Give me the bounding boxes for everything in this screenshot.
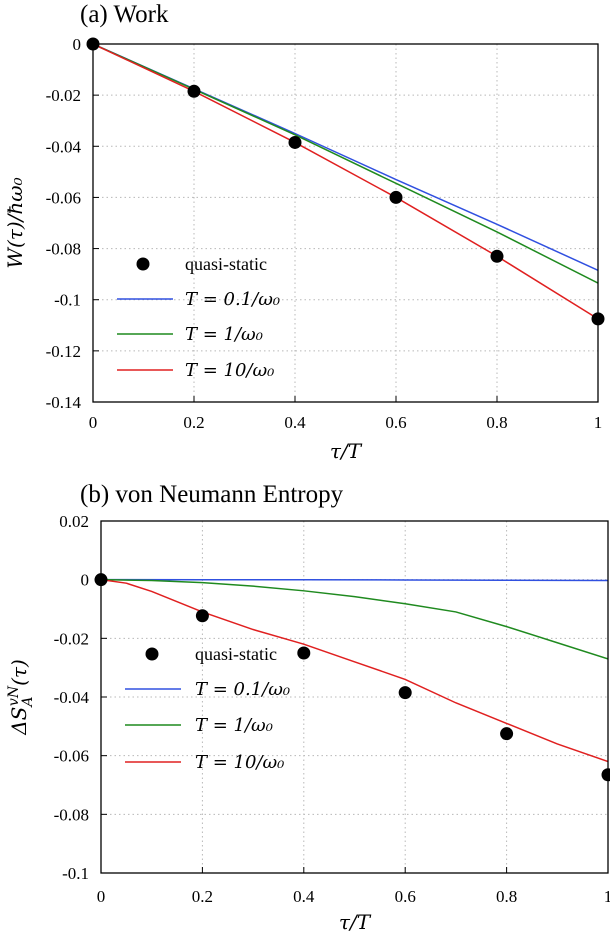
y-tick-label: -0.06 — [54, 747, 89, 766]
y-axis-label: ΔSAvN(τ) — [6, 659, 36, 736]
quasi-static-point — [297, 646, 311, 660]
legend: quasi-static T = 0.1/ω₀ T = 1/ω₀ T = 10/ω₀ — [125, 644, 290, 773]
plot-frame — [100, 520, 609, 874]
chart-panel-b: (b) von Neumann Entropy 0 0.2 0.4 0.6 0.8 1 0.0… — [6, 481, 610, 934]
quasi-static-point — [398, 686, 412, 700]
x-axis-label: τ/T — [339, 910, 372, 934]
legend-label-2: T = 10/ω₀ — [195, 752, 284, 773]
y-tick-label: -0.04 — [46, 137, 82, 156]
quasi-static-point — [500, 727, 514, 741]
quasi-static-point — [389, 190, 403, 204]
y-tick-label: 0 — [81, 571, 90, 590]
x-tick-label: 0.8 — [486, 413, 507, 432]
chart-title: (a) Work — [80, 1, 169, 28]
plot-area — [101, 578, 608, 763]
y-tick-label: 0 — [73, 35, 82, 54]
legend-quasi-static-marker — [145, 647, 159, 661]
x-axis-label: τ/T — [330, 439, 363, 463]
x-tick-label: 0.4 — [293, 887, 315, 906]
x-tick-label: 0 — [97, 887, 106, 906]
x-tick-label: 0.6 — [395, 887, 416, 906]
y-tick-label: -0.04 — [54, 688, 90, 707]
x-tick-label: 0.4 — [284, 413, 306, 432]
legend-quasi-static-marker — [136, 257, 150, 271]
quasi-static-point — [601, 768, 610, 782]
x-tick-label: 1 — [604, 887, 610, 906]
x-tick-label: 0.6 — [385, 413, 406, 432]
series-line-2 — [101, 578, 608, 763]
legend-label-1: T = 1/ω₀ — [195, 715, 273, 736]
legend-label-2: T = 10/ω₀ — [185, 360, 274, 381]
series-line-0 — [101, 578, 608, 582]
legend-quasi-static-label: quasi-static — [195, 644, 277, 664]
quasi-static-point — [288, 135, 302, 149]
chart-title: (b) von Neumann Entropy — [80, 481, 344, 508]
series-line-1 — [93, 44, 598, 284]
plot-area — [93, 44, 598, 320]
y-axis-label: W(τ)/ħω₀ — [3, 177, 27, 268]
legend-quasi-static-label: quasi-static — [185, 254, 267, 274]
chart-panel-a: (a) Work 0 0.2 0.4 0.6 0.8 1 0 -0.02 -0.04 -0.06 -0… — [3, 1, 605, 463]
quasi-static-point — [490, 249, 504, 263]
y-tick-label: -0.08 — [54, 805, 89, 824]
quasi-static-point — [195, 609, 209, 623]
y-tick-label: -0.1 — [54, 291, 81, 310]
y-tick-label: -0.08 — [46, 240, 81, 259]
x-tick-label: 0.2 — [183, 413, 204, 432]
y-tick-label: -0.14 — [46, 393, 82, 412]
legend: quasi-static T = 0.1/ω₀ T = 1/ω₀ T = 10/ω₀ — [117, 254, 280, 381]
quasi-static-point — [187, 84, 201, 98]
x-tick-label: 0 — [89, 413, 98, 432]
x-tick-label: 0.2 — [192, 887, 213, 906]
x-tick-label: 0.8 — [496, 887, 517, 906]
y-tick-label: -0.02 — [54, 629, 89, 648]
x-tick-label: 1 — [594, 413, 603, 432]
series-line-2 — [93, 44, 598, 320]
series-line-1 — [101, 578, 608, 660]
plot-frame — [92, 43, 599, 403]
legend-label-0: T = 0.1/ω₀ — [185, 289, 280, 310]
y-tick-label: -0.06 — [46, 188, 81, 207]
y-tick-label: 0.02 — [59, 512, 89, 531]
y-tick-label: -0.02 — [46, 86, 81, 105]
legend-label-1: T = 1/ω₀ — [185, 324, 263, 345]
y-tick-label: -0.1 — [62, 864, 89, 883]
y-tick-label: -0.12 — [46, 342, 81, 361]
legend-label-0: T = 0.1/ω₀ — [195, 679, 290, 700]
